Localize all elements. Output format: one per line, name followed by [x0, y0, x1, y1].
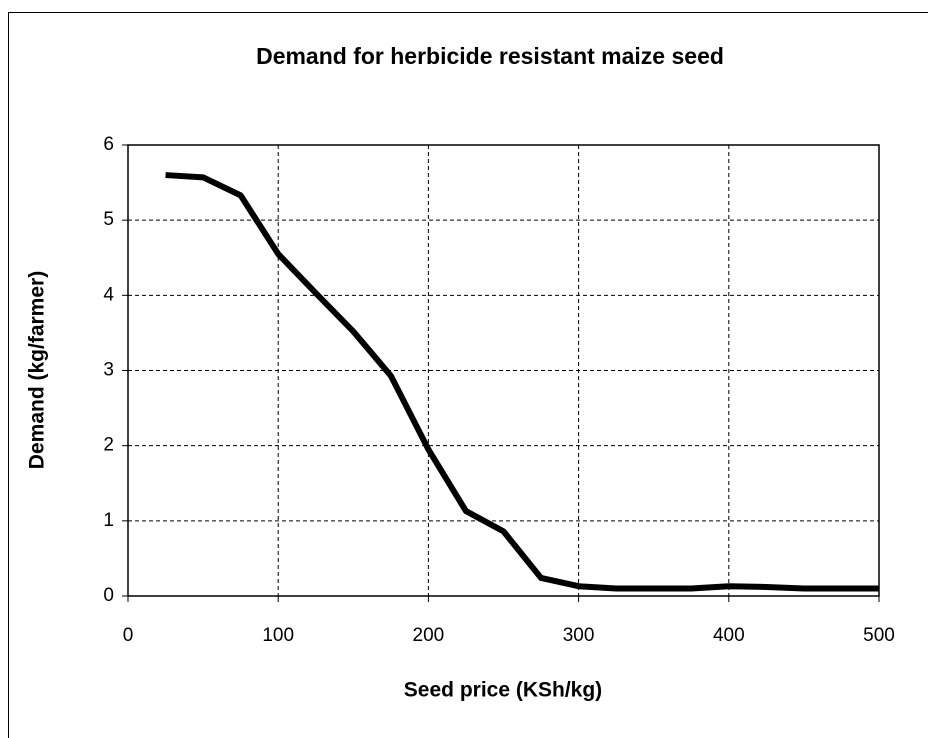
- y-tick-label: 2: [103, 435, 114, 456]
- x-tick-label: 0: [123, 625, 134, 646]
- y-axis-label: Demand (kg/farmer): [26, 271, 49, 469]
- x-tick-label: 500: [863, 625, 895, 646]
- y-tick-label: 0: [103, 585, 114, 606]
- x-tick-label: 400: [713, 625, 745, 646]
- x-tick-label: 200: [413, 625, 445, 646]
- chart-title: Demand for herbicide resistant maize see…: [256, 43, 724, 69]
- x-tick-label: 100: [262, 625, 294, 646]
- plot-border: [127, 144, 880, 597]
- x-axis-label: Seed price (KSh/kg): [404, 679, 602, 702]
- y-tick-label: 3: [103, 360, 114, 381]
- y-tick-label: 5: [103, 209, 114, 230]
- data-line: [165, 172, 879, 592]
- y-tick-label: 4: [103, 284, 114, 305]
- y-tick-label: 1: [103, 510, 114, 531]
- y-tick-label: 6: [103, 134, 114, 155]
- x-tick-label: 300: [563, 625, 595, 646]
